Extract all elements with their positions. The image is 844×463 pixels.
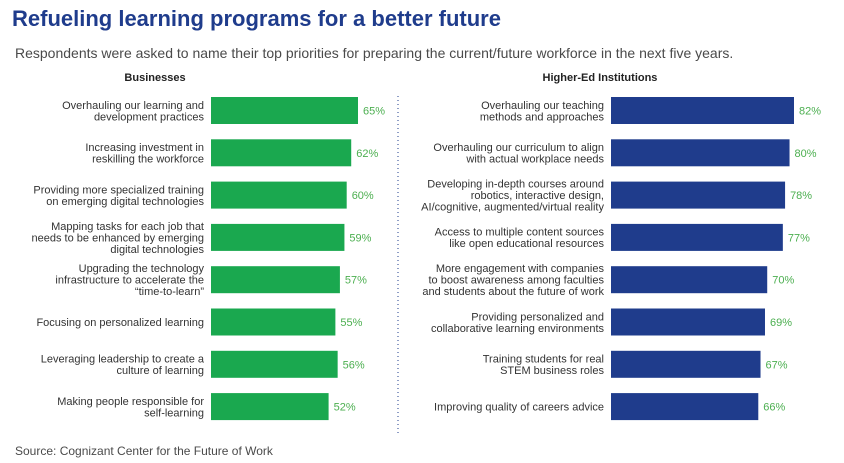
category-label-higher-ed-1: Overhauling our teaching methods and appr… <box>480 100 605 124</box>
category-label-businesses-5: Upgrading the technology infrastructure t… <box>55 263 204 298</box>
value-label-businesses-3: 60% <box>352 190 374 202</box>
panel-title-businesses: Businesses <box>124 72 185 84</box>
bar-higher-ed-3 <box>611 181 786 209</box>
value-label-higher-ed-5: 70% <box>772 275 794 287</box>
bar-higher-ed-1 <box>611 97 794 124</box>
value-label-businesses-6: 55% <box>340 317 362 329</box>
value-label-businesses-2: 62% <box>356 148 378 160</box>
category-label-businesses-6: Focusing on personalized learning <box>36 317 204 329</box>
value-label-higher-ed-2: 80% <box>795 148 817 160</box>
bar-higher-ed-5 <box>611 266 768 294</box>
bar-businesses-5 <box>211 266 340 294</box>
value-label-higher-ed-4: 77% <box>788 232 810 244</box>
bar-businesses-6 <box>211 308 336 336</box>
bar-businesses-1 <box>211 97 358 124</box>
value-label-businesses-8: 52% <box>334 402 356 414</box>
bar-businesses-4 <box>211 223 345 251</box>
bar-businesses-8 <box>211 393 329 421</box>
bar-higher-ed-4 <box>611 223 783 251</box>
bar-higher-ed-8 <box>611 393 759 421</box>
category-label-businesses-2: Increasing investment in reskilling the w… <box>85 142 204 166</box>
bar-higher-ed-6 <box>611 308 765 336</box>
bar-higher-ed-7 <box>611 350 761 378</box>
category-label-higher-ed-5: More engagement with companies to boost a… <box>422 263 604 298</box>
category-label-higher-ed-7: Training students for real STEM business … <box>483 354 605 378</box>
bar-businesses-2 <box>211 139 352 167</box>
category-label-higher-ed-8: Improving quality of careers advice <box>434 402 604 414</box>
category-label-businesses-1: Overhauling our learning and development … <box>62 100 204 124</box>
value-label-higher-ed-7: 67% <box>766 359 788 371</box>
value-label-businesses-4: 59% <box>349 232 371 244</box>
chart-subtitle: Respondents were asked to name their top… <box>15 45 734 61</box>
value-label-higher-ed-6: 69% <box>770 317 792 329</box>
value-label-higher-ed-8: 66% <box>763 402 785 414</box>
bar-businesses-7 <box>211 350 338 378</box>
value-label-businesses-5: 57% <box>345 275 367 287</box>
category-label-businesses-3: Providing more specialized training on em… <box>33 184 204 208</box>
bar-higher-ed-2 <box>611 139 790 167</box>
value-label-higher-ed-1: 82% <box>799 106 821 118</box>
category-label-businesses-4: Mapping tasks for each job that needs to … <box>32 221 205 256</box>
value-label-businesses-1: 65% <box>363 106 385 118</box>
category-label-businesses-7: Leveraging leadership to create a culture… <box>41 354 205 378</box>
panel-title-higher-ed: Higher-Ed Institutions <box>543 72 658 84</box>
category-label-higher-ed-3: Developing in-depth courses around roboti… <box>421 179 604 214</box>
value-label-higher-ed-3: 78% <box>790 190 812 202</box>
category-label-higher-ed-4: Access to multiple content sources like o… <box>435 227 605 251</box>
chart-title: Refueling learning programs for a better… <box>12 6 501 31</box>
value-label-businesses-7: 56% <box>343 359 365 371</box>
category-label-businesses-8: Making people responsible for self-learni… <box>57 396 204 420</box>
category-label-higher-ed-2: Overhauling our curriculum to align with … <box>433 142 604 166</box>
category-label-higher-ed-6: Providing personalized and collaborative … <box>431 311 605 335</box>
bar-businesses-3 <box>211 181 347 209</box>
source-note: Source: Cognizant Center for the Future … <box>15 444 273 458</box>
